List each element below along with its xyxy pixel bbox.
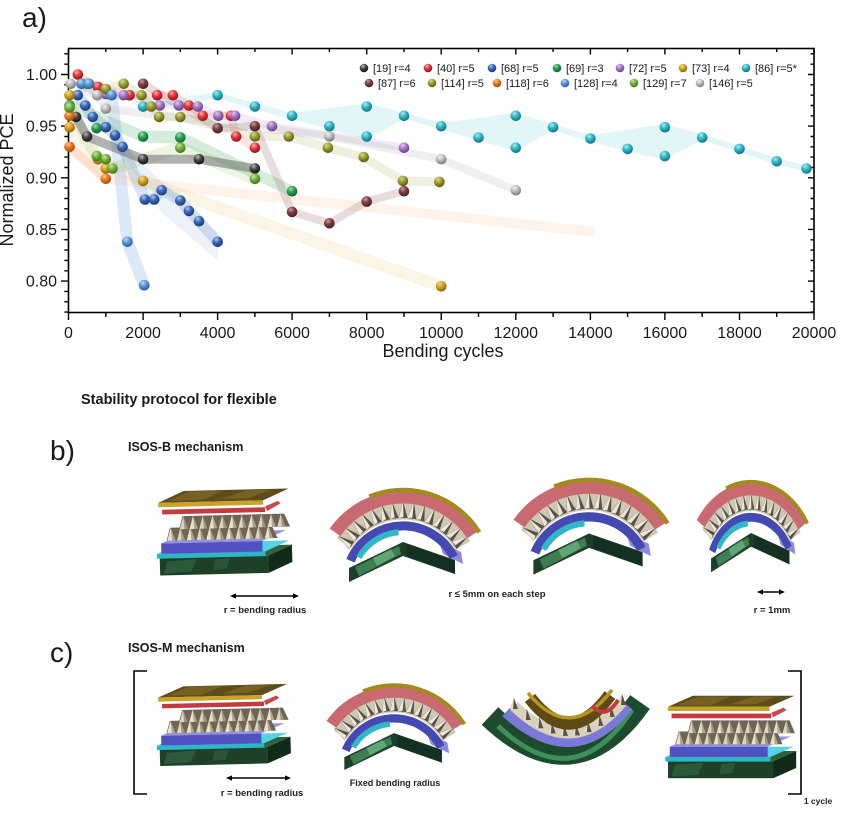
svg-text:ISOS-M mechanism: ISOS-M mechanism — [128, 641, 245, 655]
svg-text:r ≤ 5mm on each step: r ≤ 5mm on each step — [448, 589, 545, 600]
svg-text:1 cycle: 1 cycle — [804, 796, 833, 806]
svg-text:[118] r=6: [118] r=6 — [506, 78, 549, 90]
svg-text:2000: 2000 — [125, 325, 161, 342]
svg-text:4000: 4000 — [200, 325, 236, 342]
svg-text:[40] r=5: [40] r=5 — [437, 63, 475, 75]
svg-text:r = bending radius: r = bending radius — [221, 788, 304, 799]
svg-text:12000: 12000 — [494, 325, 539, 342]
svg-text:Bending cycles: Bending cycles — [382, 341, 503, 361]
svg-text:0.90: 0.90 — [26, 170, 57, 187]
svg-text:[146] r=5: [146] r=5 — [709, 78, 753, 90]
svg-text:Fixed bending radius: Fixed bending radius — [350, 778, 441, 788]
svg-text:a): a) — [22, 2, 47, 33]
svg-text:ISOS-B mechanism: ISOS-B mechanism — [128, 440, 243, 454]
svg-text:[72] r=5: [72] r=5 — [629, 63, 667, 75]
svg-text:16000: 16000 — [643, 325, 688, 342]
svg-text:[129] r=7: [129] r=7 — [643, 78, 687, 90]
svg-text:10000: 10000 — [419, 325, 464, 342]
svg-text:Stability protocol for flexibl: Stability protocol for flexible — [81, 392, 277, 408]
svg-text:0.85: 0.85 — [26, 222, 57, 239]
svg-text:r = 1mm: r = 1mm — [754, 605, 791, 616]
svg-text:[128] r=4: [128] r=4 — [574, 78, 618, 90]
svg-text:6000: 6000 — [274, 325, 310, 342]
svg-text:20000: 20000 — [792, 325, 837, 342]
svg-text:[19] r=4: [19] r=4 — [373, 63, 411, 75]
svg-text:[87] r=6: [87] r=6 — [378, 78, 416, 90]
svg-text:0: 0 — [64, 325, 73, 342]
svg-text:[68] r=5: [68] r=5 — [501, 63, 539, 75]
svg-text:0.95: 0.95 — [26, 119, 57, 136]
svg-text:1.00: 1.00 — [26, 67, 57, 84]
svg-text:Normalized PCE: Normalized PCE — [0, 113, 17, 246]
svg-text:14000: 14000 — [568, 325, 613, 342]
svg-text:0.80: 0.80 — [26, 274, 57, 291]
svg-text:c): c) — [50, 637, 73, 668]
svg-text:8000: 8000 — [349, 325, 385, 342]
svg-text:18000: 18000 — [717, 325, 762, 342]
svg-text:[69] r=3: [69] r=3 — [566, 63, 604, 75]
svg-text:[86] r=5*: [86] r=5* — [755, 63, 798, 75]
svg-text:[114] r=5: [114] r=5 — [441, 78, 484, 90]
svg-text:b): b) — [50, 435, 75, 466]
svg-text:r = bending radius: r = bending radius — [224, 605, 307, 616]
svg-text:[73] r=4: [73] r=4 — [692, 63, 730, 75]
